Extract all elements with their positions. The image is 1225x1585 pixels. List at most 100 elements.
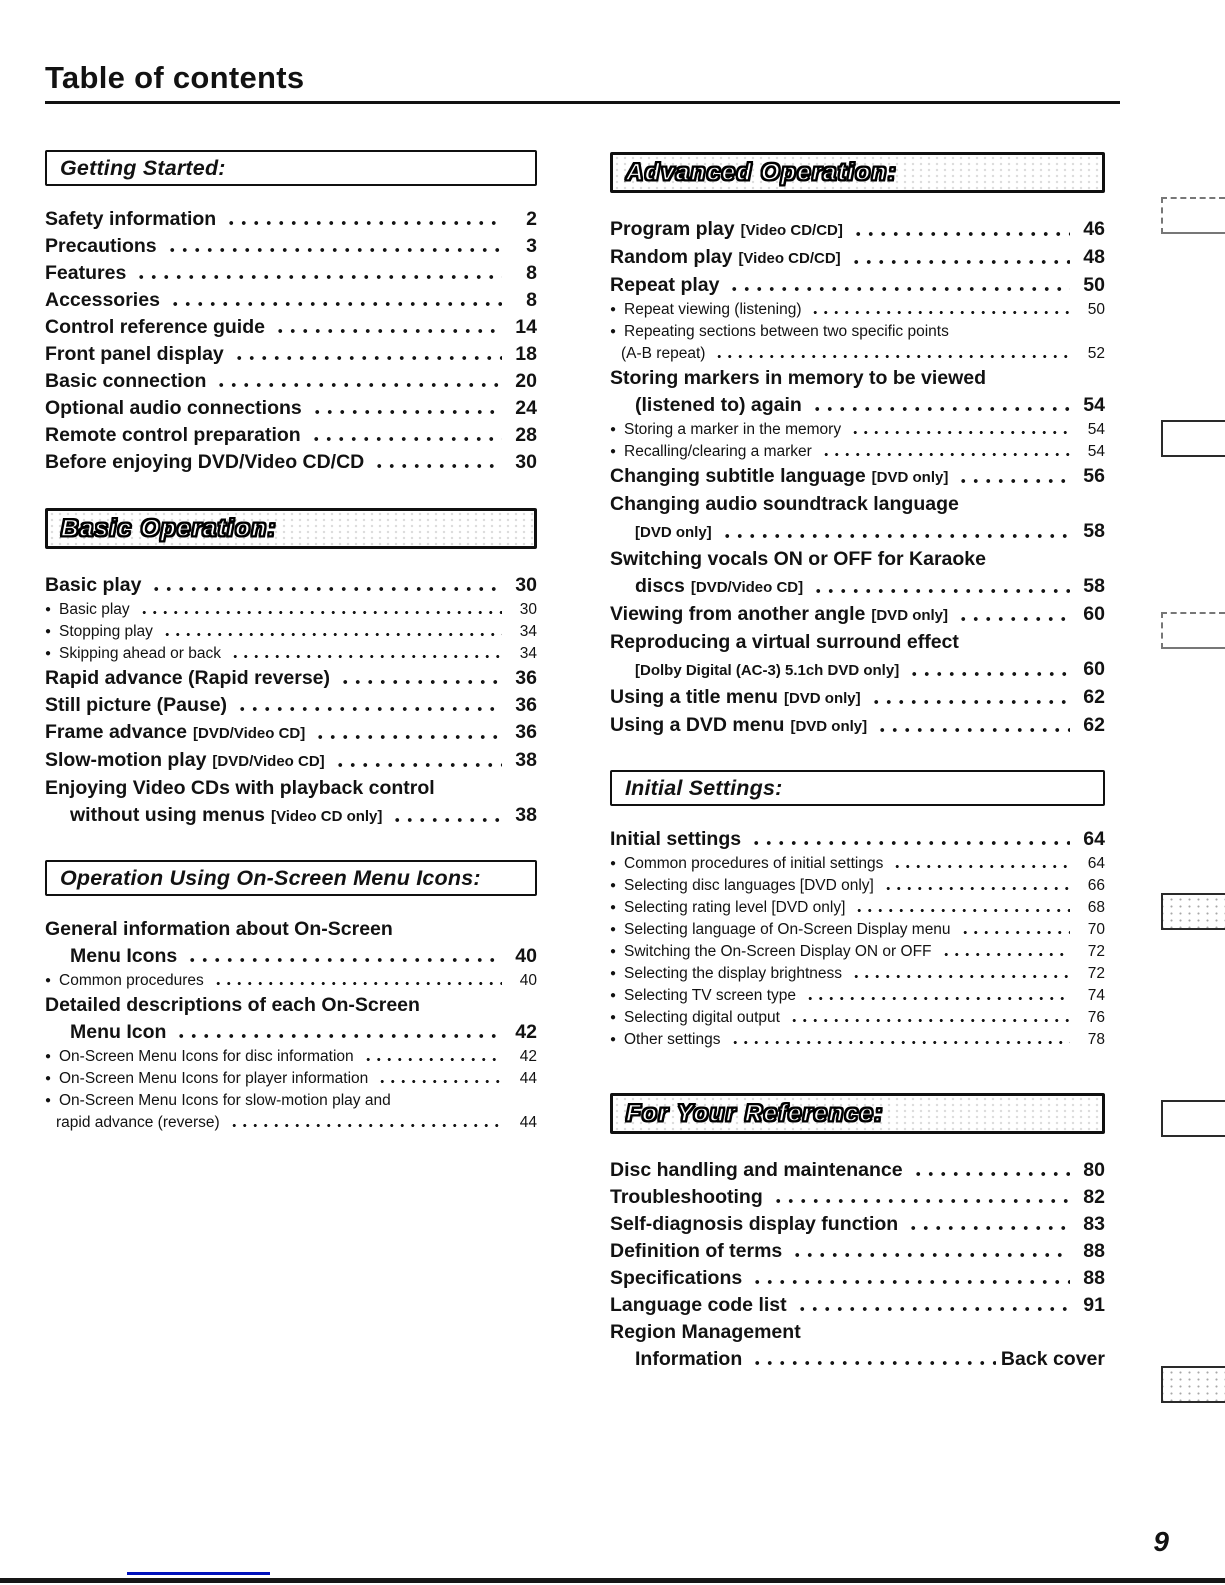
- toc-entry-page: 54: [1087, 421, 1105, 438]
- dot-leader: [810, 573, 1070, 601]
- section-header-advanced-operation: Advanced Operation:: [610, 152, 1105, 193]
- bullet-icon: ●: [610, 946, 617, 957]
- toc-entry: Basic connection 20: [45, 368, 537, 395]
- dot-leader: [312, 719, 502, 747]
- toc-section-onscreen-menu-icons: Operation Using On-Screen Menu Icons: Gen…: [45, 860, 537, 1134]
- dot-leader: [727, 1029, 1070, 1051]
- section-header-initial-settings: Initial Settings:: [610, 770, 1105, 806]
- dot-leader: [909, 1157, 1070, 1184]
- toc-entry-label: Recalling/clearing a marker: [624, 443, 812, 460]
- dot-leader: [166, 287, 502, 314]
- dot-leader: [808, 392, 1070, 419]
- toc-entry-page: 76: [1087, 1009, 1105, 1026]
- toc-entry-page: 54: [1083, 394, 1105, 416]
- bullet-icon: ●: [610, 880, 617, 891]
- toc-entry: Repeat play 50: [610, 272, 1105, 299]
- toc-entry-label: Common procedures: [59, 972, 204, 989]
- toc-entry-disc-type: [DVD/Video CD]: [690, 579, 804, 596]
- toc-entry: ● Selecting disc languages [DVD only] 66: [610, 875, 1105, 897]
- toc-entry: Slow-motion play [DVD/Video CD] 38: [45, 747, 537, 775]
- dot-leader: [786, 1007, 1070, 1029]
- bullet-icon: ●: [45, 1051, 52, 1062]
- toc-entry: Menu Icon 42: [45, 1019, 537, 1046]
- toc-entry-page: 52: [1087, 345, 1105, 362]
- dot-leader: [213, 368, 502, 395]
- toc-entry: Changing audio soundtrack language: [610, 491, 1105, 518]
- toc-section-for-your-reference: For Your Reference: Disc handling and mai…: [610, 1093, 1105, 1373]
- toc-entry: Precautions 3: [45, 233, 537, 260]
- title-underline: [45, 101, 1120, 104]
- toc-entry-label: Repeating sections between two specific …: [624, 323, 949, 340]
- dot-leader: [223, 206, 502, 233]
- dot-leader: [749, 1346, 996, 1373]
- toc-entry-label: Using a title menu [DVD only]: [610, 686, 861, 708]
- toc-entry: Still picture (Pause) 36: [45, 692, 537, 719]
- dot-leader: [880, 875, 1070, 897]
- bullet-icon: ●: [610, 1012, 617, 1023]
- toc-entry-disc-type: [DVD/Video CD]: [193, 725, 306, 742]
- toc-entry-disc-type: [DVD only]: [783, 690, 861, 707]
- toc-entry-label: Safety information: [45, 208, 217, 230]
- toc-entry: Basic play 30: [45, 572, 537, 599]
- section-header-label: Initial Settings:: [625, 775, 783, 800]
- toc-entry: Using a DVD menu [DVD only] 62: [610, 712, 1105, 740]
- toc-entry: Remote control preparation 28: [45, 422, 537, 449]
- dot-leader: [184, 943, 502, 970]
- page-tab-marker: [1161, 197, 1225, 234]
- dot-leader: [337, 665, 502, 692]
- toc-entry-label: Front panel display: [45, 343, 224, 365]
- page-title: Table of contents: [45, 60, 305, 95]
- toc-entry: ● On-Screen Menu Icons for slow-motion pl…: [45, 1090, 537, 1112]
- dot-leader: [375, 1068, 502, 1090]
- toc-entry: General information about On-Screen: [45, 916, 537, 943]
- toc-entry-page: 42: [515, 1021, 537, 1043]
- page-number: 9: [1153, 1526, 1169, 1557]
- toc-entry-disc-type: [Video CD/CD]: [740, 222, 843, 239]
- toc-entry-page: 70: [1087, 921, 1105, 938]
- toc-entry-page: 56: [1083, 465, 1105, 487]
- toc-entry: Enjoying Video CDs with playback control: [45, 775, 537, 802]
- toc-entry-page: 88: [1083, 1240, 1105, 1262]
- toc-entry: Viewing from another angle [DVD only] 60: [610, 601, 1105, 629]
- toc-entry-page: 83: [1083, 1213, 1105, 1235]
- section-header-label: For Your Reference:: [625, 1099, 884, 1127]
- bullet-icon: ●: [610, 1034, 617, 1045]
- dot-leader: [769, 1184, 1070, 1211]
- toc-entry-page: 80: [1083, 1159, 1105, 1181]
- toc-entry: Reproducing a virtual surround effect: [610, 629, 1105, 656]
- toc-entry: (A-B repeat) 52: [610, 343, 1105, 365]
- dot-leader: [163, 233, 502, 260]
- bullet-icon: ●: [45, 604, 52, 615]
- bullet-icon: ●: [610, 902, 617, 913]
- toc-entry-label: rapid advance (reverse): [56, 1114, 220, 1131]
- toc-entry-page: 64: [1087, 855, 1105, 872]
- toc-entry-label: Selecting digital output: [624, 1009, 780, 1026]
- toc-entry: Before enjoying DVD/Video CD/CD 30: [45, 449, 537, 476]
- toc-entry-page: 58: [1083, 575, 1105, 597]
- dot-leader: [148, 572, 502, 599]
- toc-entry-label: Features: [45, 262, 127, 284]
- toc-entry-disc-type: [DVD only]: [871, 607, 949, 624]
- toc-entry-label: Reproducing a virtual surround effect: [610, 631, 959, 653]
- dot-leader: [136, 599, 502, 621]
- toc-entry-label: Using a DVD menu [DVD only]: [610, 714, 868, 736]
- toc-entry: Disc handling and maintenance 80: [610, 1157, 1105, 1184]
- toc-entry-page: 58: [1083, 520, 1105, 542]
- toc-entry-label: Remote control preparation: [45, 424, 301, 446]
- toc-column-right: Advanced Operation: Program play [Video CD…: [610, 152, 1105, 1373]
- toc-entry-page: 34: [519, 623, 537, 640]
- toc-entry-page: 78: [1087, 1031, 1105, 1048]
- toc-entry-page: 72: [1087, 965, 1105, 982]
- toc-entry-label: Repeat viewing (listening): [624, 301, 802, 318]
- bullet-icon: ●: [610, 990, 617, 1001]
- toc-section-advanced-operation: Advanced Operation: Program play [Video CD…: [610, 152, 1105, 740]
- toc-entry-label: Self-diagnosis display function: [610, 1213, 899, 1235]
- toc-entry-label: Repeat play: [610, 274, 720, 296]
- toc-entry-page: 30: [515, 574, 537, 596]
- toc-entry: Specifications 88: [610, 1265, 1105, 1292]
- toc-entry-label: Storing a marker in the memory: [624, 421, 842, 438]
- toc-entry-label: [Dolby Digital (AC-3) 5.1ch DVD only]: [635, 656, 899, 684]
- toc-entry-label: Specifications: [610, 1267, 743, 1289]
- toc-entry-page: 50: [1083, 274, 1105, 296]
